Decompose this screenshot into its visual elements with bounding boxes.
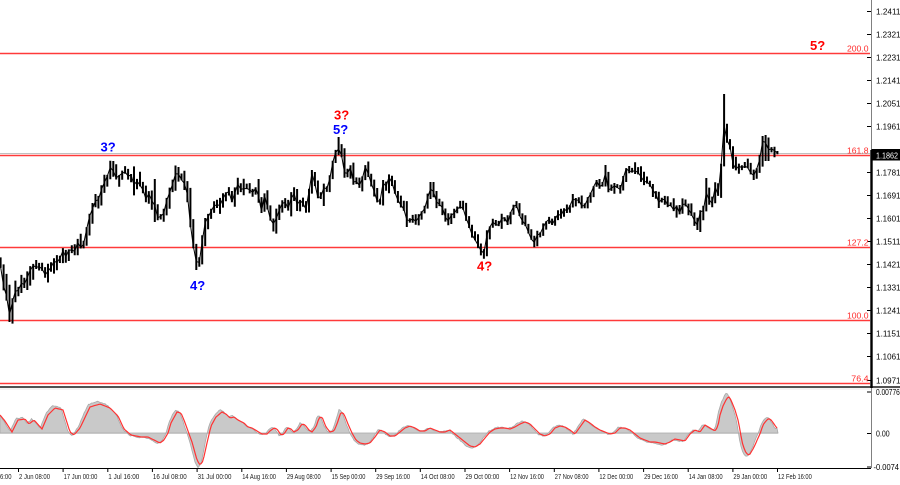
- svg-text:-0.0074: -0.0074: [874, 463, 900, 472]
- svg-text:6:00: 6:00: [0, 472, 12, 481]
- svg-text:1.1511: 1.1511: [876, 238, 900, 247]
- svg-text:1.2141: 1.2141: [876, 77, 900, 86]
- svg-text:5?: 5?: [810, 38, 825, 53]
- svg-text:12 Dec 00:00: 12 Dec 00:00: [599, 472, 633, 481]
- svg-text:1.1331: 1.1331: [876, 284, 900, 293]
- svg-text:1.1961: 1.1961: [876, 123, 900, 132]
- svg-text:1.1241: 1.1241: [876, 307, 900, 316]
- svg-text:29 Jan 00:00: 29 Jan 00:00: [733, 472, 767, 481]
- svg-text:1.1781: 1.1781: [876, 169, 900, 178]
- svg-text:5?: 5?: [333, 122, 348, 137]
- svg-text:127.2: 127.2: [847, 239, 869, 248]
- svg-text:0.00: 0.00: [876, 430, 890, 439]
- svg-text:1.1862: 1.1862: [876, 151, 898, 160]
- svg-text:14 Oct 08:00: 14 Oct 08:00: [421, 472, 455, 481]
- svg-text:1.2321: 1.2321: [876, 31, 900, 40]
- svg-text:4?: 4?: [477, 259, 492, 274]
- svg-text:1.1061: 1.1061: [876, 353, 900, 362]
- svg-text:1.1151: 1.1151: [876, 330, 900, 339]
- svg-text:14 Aug 16:00: 14 Aug 16:00: [242, 472, 276, 481]
- svg-text:1.1691: 1.1691: [876, 192, 900, 201]
- svg-text:31 Jul 00:00: 31 Jul 00:00: [198, 472, 232, 481]
- svg-text:161.8: 161.8: [847, 147, 869, 156]
- svg-text:15 Sep 00:00: 15 Sep 00:00: [332, 472, 366, 481]
- svg-text:100.0: 100.0: [847, 312, 869, 321]
- svg-text:14 Jan 08:00: 14 Jan 08:00: [689, 472, 723, 481]
- svg-text:2 Jun 08:00: 2 Jun 08:00: [19, 472, 50, 481]
- svg-text:4?: 4?: [190, 278, 205, 293]
- svg-text:1 Jul 16:00: 1 Jul 16:00: [108, 472, 139, 481]
- svg-text:3?: 3?: [101, 140, 116, 155]
- svg-text:1.1601: 1.1601: [876, 215, 900, 224]
- svg-text:12 Nov 16:00: 12 Nov 16:00: [510, 472, 544, 481]
- svg-text:1.2231: 1.2231: [876, 54, 900, 63]
- svg-text:0.00776: 0.00776: [876, 388, 900, 397]
- svg-text:29 Dec 16:00: 29 Dec 16:00: [644, 472, 678, 481]
- svg-text:27 Nov 08:00: 27 Nov 08:00: [555, 472, 589, 481]
- svg-text:3?: 3?: [334, 108, 349, 123]
- svg-text:16 Jul 08:00: 16 Jul 08:00: [153, 472, 187, 481]
- svg-text:29 Oct 00:00: 29 Oct 00:00: [466, 472, 500, 481]
- svg-text:12 Feb 16:00: 12 Feb 16:00: [778, 472, 812, 481]
- svg-text:1.1421: 1.1421: [876, 261, 900, 270]
- svg-text:1.0971: 1.0971: [876, 377, 900, 386]
- svg-text:29 Sep 16:00: 29 Sep 16:00: [376, 472, 410, 481]
- svg-text:200.0: 200.0: [847, 45, 869, 54]
- svg-text:76.4: 76.4: [851, 375, 869, 384]
- svg-text:1.2051: 1.2051: [876, 100, 900, 109]
- svg-text:1.2411: 1.2411: [876, 8, 900, 17]
- svg-text:17 Jun 00:00: 17 Jun 00:00: [64, 472, 98, 481]
- svg-text:29 Aug 08:00: 29 Aug 08:00: [287, 472, 321, 481]
